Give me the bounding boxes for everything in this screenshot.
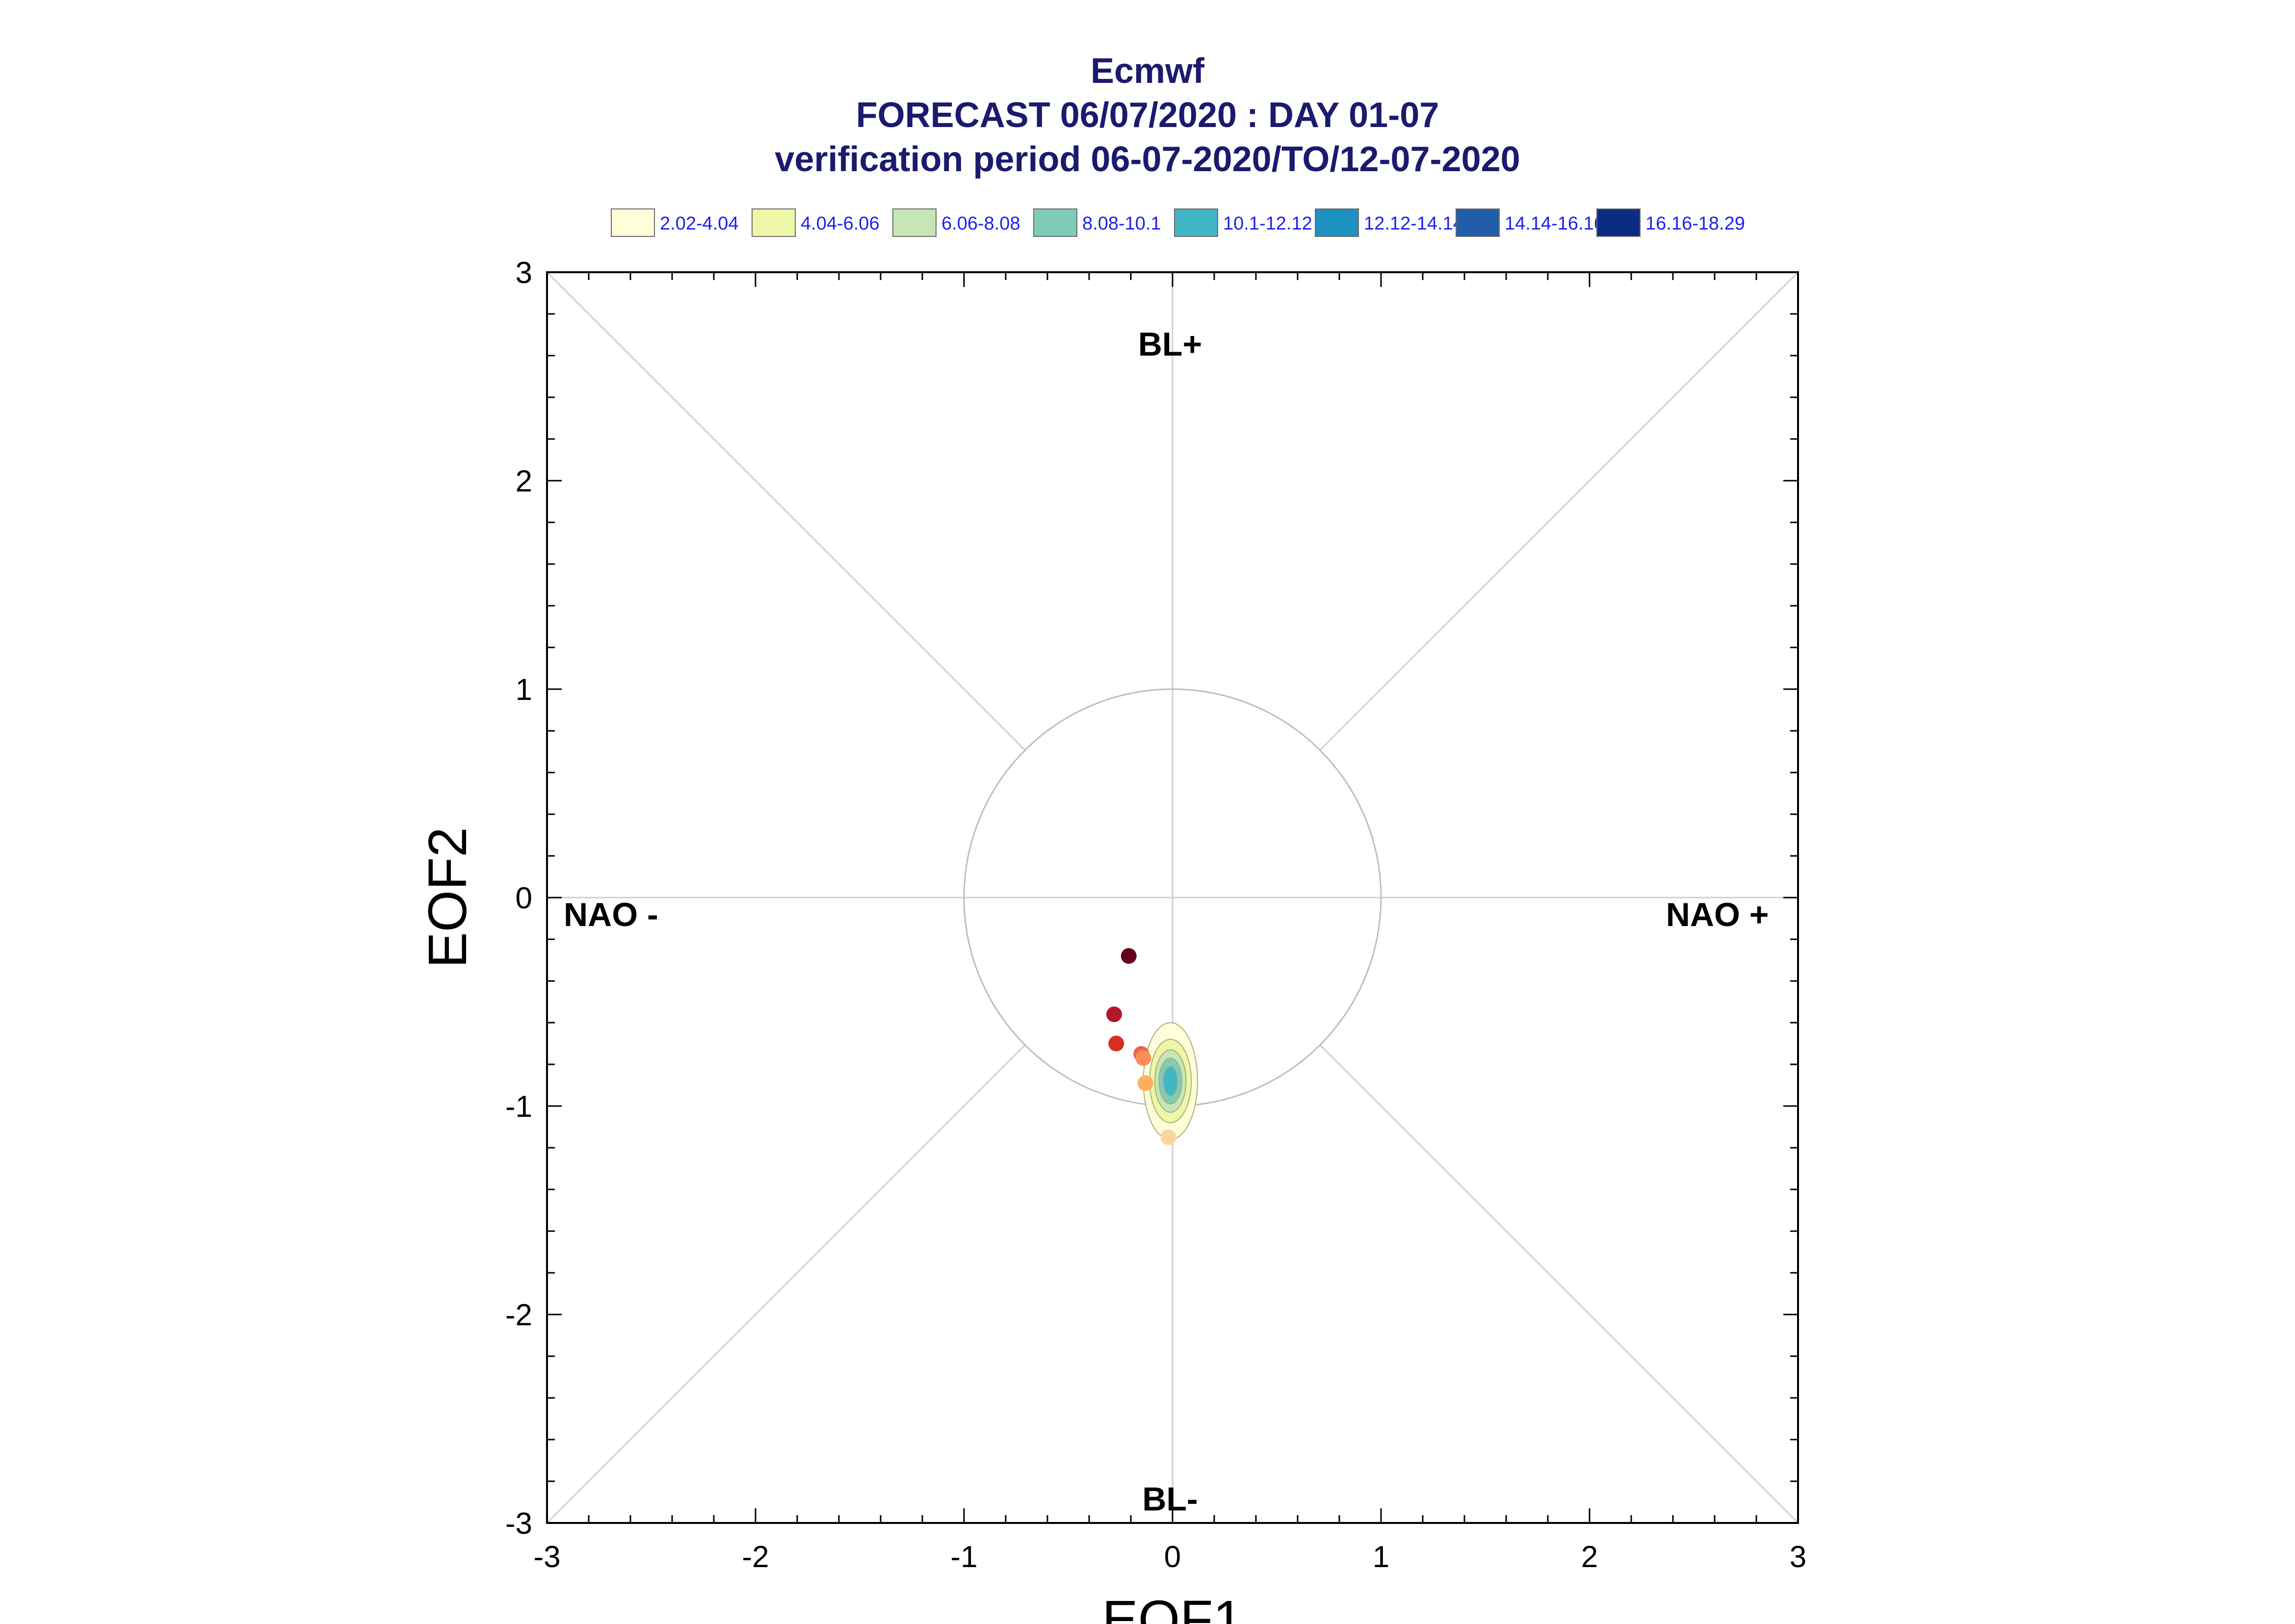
chart-title-block: Ecmwf FORECAST 06/07/2020 : DAY 01-07 ve… <box>0 49 2295 181</box>
regime-label-bottom: BL- <box>1142 1481 1198 1518</box>
legend-label: 4.04-6.06 <box>801 213 880 234</box>
legend: 2.02-4.04 4.04-6.06 6.06-8.08 8.08-10.1 10.1… <box>611 208 1788 240</box>
chart-subtitle: FORECAST 06/07/2020 : DAY 01-07 <box>856 96 1439 135</box>
legend-swatch <box>1315 208 1359 237</box>
chart-period: verification period 06-07-2020/TO/12-07-… <box>775 140 1520 179</box>
x-tick-label: 0 <box>1164 1540 1181 1574</box>
legend-swatch <box>892 208 937 237</box>
y-tick-label: 0 <box>516 881 532 915</box>
y-tick-label: 3 <box>516 256 532 290</box>
points-layer <box>1106 948 1176 1145</box>
diagonal-line <box>1319 271 1799 751</box>
y-tick-label: 2 <box>516 464 532 498</box>
legend-label: 12.12-14.14 <box>1364 213 1463 234</box>
diagonal-line <box>546 1044 1026 1524</box>
x-tick-label: -1 <box>950 1540 977 1574</box>
regime-label-left: NAO - <box>564 896 658 933</box>
x-tick-label: -2 <box>742 1540 769 1574</box>
y-tick-label: 1 <box>516 673 532 707</box>
legend-swatch <box>1596 208 1641 237</box>
legend-label: 2.02-4.04 <box>660 213 739 234</box>
y-tick-label: -2 <box>505 1298 532 1332</box>
data-point <box>1108 1035 1124 1052</box>
legend-label: 6.06-8.08 <box>941 213 1020 234</box>
y-tick-label: -3 <box>505 1507 532 1541</box>
x-tick-label: 1 <box>1373 1540 1389 1574</box>
y-axis-title: EOF2 <box>417 827 478 968</box>
labels-layer: -3 -2 -1 0 1 2 3 -3 -2 -1 0 1 2 3 EOF1 EOF2 BL+ BL- NAO - N… <box>417 256 1806 1624</box>
legend-label: 10.1-12.12 <box>1223 213 1312 234</box>
x-tick-label: 3 <box>1790 1540 1806 1574</box>
x-tick-label: 2 <box>1581 1540 1598 1574</box>
legend-swatch <box>1456 208 1500 237</box>
x-tick-label: -3 <box>533 1540 560 1574</box>
x-axis-title: EOF1 <box>1102 1590 1243 1624</box>
data-point <box>1160 1129 1176 1145</box>
diagonal-line <box>1319 1044 1799 1524</box>
legend-label: 16.16-18.29 <box>1645 213 1745 234</box>
legend-swatch <box>1174 208 1218 237</box>
axes-layer <box>546 271 1799 1524</box>
regime-label-top: BL+ <box>1138 326 1202 363</box>
grid-layer <box>546 271 1799 1524</box>
data-point <box>1135 1050 1151 1066</box>
legend-label: 14.14-16.16 <box>1505 213 1604 234</box>
density-contour <box>1162 1066 1178 1096</box>
density-layer <box>1143 1022 1198 1140</box>
legend-label: 8.08-10.1 <box>1082 213 1161 234</box>
data-point <box>1106 1006 1122 1022</box>
data-point <box>1121 948 1137 964</box>
diagonal-line <box>546 271 1026 751</box>
data-point <box>1137 1075 1153 1091</box>
legend-swatch <box>752 208 796 237</box>
y-tick-label: -1 <box>505 1090 532 1124</box>
regime-label-right: NAO + <box>1666 896 1769 933</box>
chart-title: Ecmwf <box>1090 52 1205 91</box>
legend-swatch <box>611 208 655 237</box>
legend-swatch <box>1033 208 1077 237</box>
